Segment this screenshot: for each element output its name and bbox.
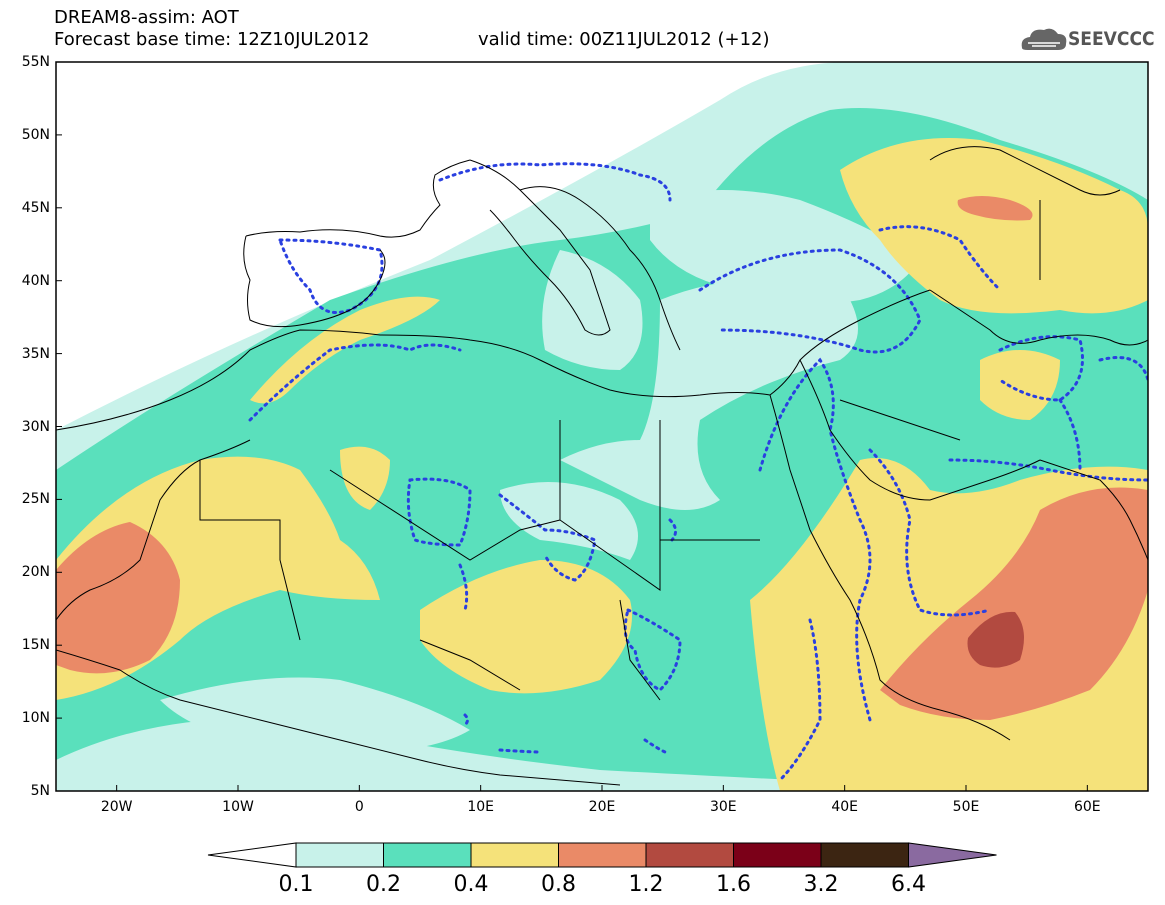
colorbar-level-label: 0.4 [453,872,489,897]
colorbar-box [383,842,472,868]
lat-label: 35N [21,345,50,362]
colorbar-level-label: 0.1 [278,872,314,897]
axis-ticks [56,61,1088,792]
colorbar-level-label: 6.4 [891,872,926,897]
lon-label: 10W [222,799,254,815]
lon-label: 60E [1073,799,1101,815]
lat-label: 50N [21,126,50,143]
colorbar-box [470,842,559,868]
lat-label: 10N [21,710,50,727]
colorbar-box [733,842,822,868]
lon-label: 20E [588,799,616,815]
lat-label: 55N [21,54,50,70]
lon-label: 0 [354,799,364,815]
map-title: DREAM8-assim: AOT [54,7,239,28]
lat-label: 30N [21,418,50,435]
logo-text: SEEVCCC [1068,28,1155,50]
colorbar-level-label: 3.2 [803,872,839,897]
lon-label: 20W [100,799,133,815]
colorbar-box [295,842,384,868]
cloud-logo-icon [1021,28,1067,50]
forecast-base-time: Forecast base time: 12Z10JUL2012 [54,29,370,50]
aot-field [56,62,1148,791]
colorbar-box [645,842,734,868]
colorbar-box [558,842,647,868]
lat-label: 40N [21,272,50,289]
colorbar-level-label: 1.6 [716,872,751,897]
lon-label: 30E [709,799,737,815]
colorbar-level-label: 1.2 [628,872,664,897]
colorbar-level-label: 0.2 [366,872,401,897]
colorbar-under-triangle [207,842,297,868]
lat-label: 20N [21,564,50,581]
lat-label: 25N [21,491,50,508]
lon-label: 10E [467,799,494,815]
colorbar-over-triangle [908,842,997,868]
lat-label: 15N [21,637,50,654]
lat-label: 5N [30,783,50,799]
valid-time: valid time: 00Z11JUL2012 (+12) [478,29,770,50]
lon-label: 40E [831,799,858,815]
colorbar-box [820,842,909,868]
lat-label: 45N [21,199,50,216]
lon-label: 50E [952,799,980,815]
colorbar-level-label: 0.8 [541,872,576,897]
